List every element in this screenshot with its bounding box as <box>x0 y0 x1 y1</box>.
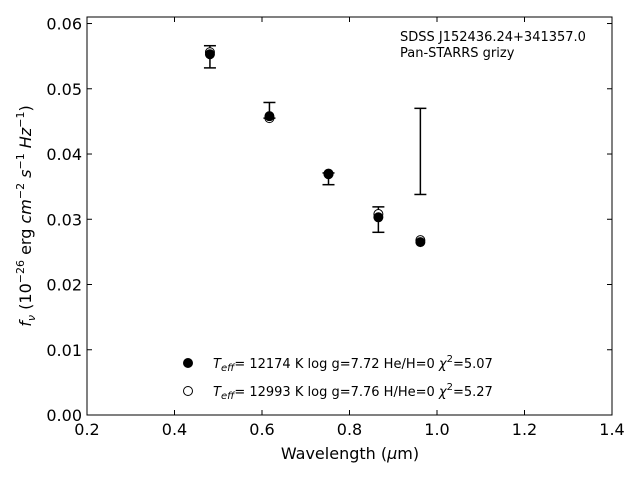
legend-marker-filled <box>183 358 193 368</box>
annotation-line-2: Pan-STARRS grizy <box>400 46 515 61</box>
x-axis: 0.2 0.4 0.6 0.8 1.0 1.2 1.4 <box>74 17 625 439</box>
y-tick-label: 0.05 <box>46 80 82 99</box>
legend-marker-open <box>183 386 193 396</box>
y-tick-label: 0.03 <box>46 210 82 229</box>
y-tick-label: 0.02 <box>46 276 82 295</box>
x-tick-label: 1.2 <box>512 420 537 439</box>
x-tick-label: 1.0 <box>424 420 449 439</box>
x-tick-label: 0.6 <box>249 420 274 439</box>
x-tick-label: 0.4 <box>162 420 187 439</box>
y-axis-title: fν (10−26 erg cm−2 s−1 Hz−1) <box>14 105 38 326</box>
x-axis-title: Wavelength (μm) <box>281 444 419 463</box>
data-markers <box>204 47 426 248</box>
y-tick-label: 0.04 <box>46 145 82 164</box>
legend: Teff= 12174 K log g=7.72 He/H=0 χ2=5.07 … <box>183 354 493 402</box>
legend-label-filled: Teff= 12174 K log g=7.72 He/H=0 χ2=5.07 <box>213 354 493 374</box>
y-axis: 0.00 0.01 0.02 0.03 0.04 0.05 0.06 <box>46 15 612 425</box>
y-tick-label: 0.00 <box>46 406 82 425</box>
x-tick-label: 0.8 <box>337 420 362 439</box>
model-point-filled <box>415 237 426 248</box>
y-tick-label: 0.01 <box>46 341 82 360</box>
model-point-filled <box>323 169 334 180</box>
model-point-filled <box>264 111 275 122</box>
x-tick-label: 1.4 <box>599 420 624 439</box>
plot-frame <box>86 16 613 416</box>
model-point-filled <box>204 49 215 60</box>
x-tick-label: 0.2 <box>74 420 99 439</box>
model-point-filled <box>373 212 384 223</box>
y-tick-label: 0.06 <box>46 15 82 34</box>
legend-label-open: Teff= 12993 K log g=7.76 H/He=0 χ2=5.27 <box>213 382 493 402</box>
error-bars <box>203 44 427 234</box>
annotation-line-1: SDSS J152436.24+341357.0 <box>400 30 586 45</box>
